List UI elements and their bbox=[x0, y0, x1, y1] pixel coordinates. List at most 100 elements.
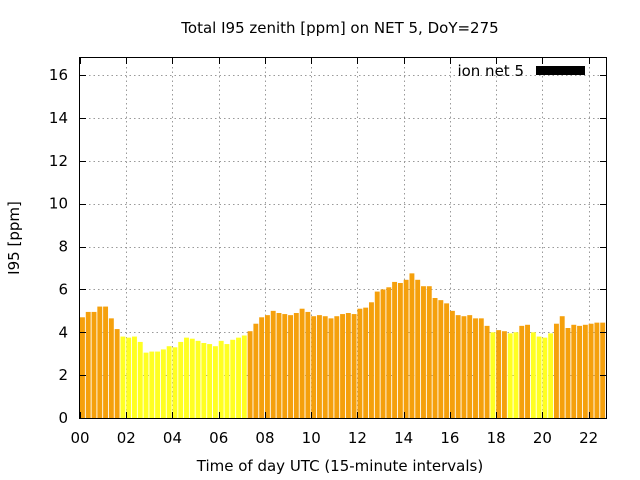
bar bbox=[525, 324, 530, 418]
y-tick-label: 0 bbox=[58, 409, 68, 427]
bar bbox=[582, 324, 588, 418]
bar bbox=[392, 281, 398, 418]
y-tick-label: 10 bbox=[49, 195, 68, 213]
bar bbox=[91, 311, 97, 418]
bar bbox=[305, 311, 311, 418]
x-axis-title: Time of day UTC (15-minute intervals) bbox=[196, 457, 483, 475]
bar bbox=[293, 313, 299, 418]
bar bbox=[403, 279, 409, 418]
bar bbox=[351, 314, 357, 418]
bar bbox=[345, 313, 351, 418]
bar-series bbox=[80, 273, 606, 418]
y-tick-label: 12 bbox=[49, 152, 68, 170]
bar bbox=[473, 318, 478, 418]
x-tick-label: 08 bbox=[255, 429, 274, 447]
bar bbox=[328, 318, 334, 418]
bar bbox=[132, 336, 137, 418]
bar bbox=[184, 337, 189, 418]
bar bbox=[108, 318, 114, 418]
bar bbox=[311, 316, 317, 418]
bar bbox=[172, 347, 178, 418]
bar bbox=[80, 317, 85, 418]
bar bbox=[588, 323, 594, 418]
bar bbox=[189, 338, 195, 418]
bar bbox=[553, 323, 559, 418]
bar bbox=[513, 332, 519, 418]
bar bbox=[253, 323, 259, 418]
bar bbox=[519, 325, 525, 418]
bar bbox=[507, 333, 513, 418]
bar bbox=[126, 337, 132, 418]
bar bbox=[114, 329, 120, 418]
bar bbox=[438, 300, 444, 418]
bar bbox=[316, 315, 322, 418]
bar bbox=[143, 352, 149, 418]
bar bbox=[160, 349, 166, 418]
bar bbox=[236, 337, 241, 418]
bar bbox=[270, 310, 276, 418]
bar bbox=[299, 308, 305, 418]
bar bbox=[501, 331, 507, 418]
x-tick-label: 16 bbox=[440, 429, 459, 447]
bar bbox=[426, 286, 432, 418]
legend-label: ion net 5 bbox=[457, 62, 524, 80]
bar bbox=[149, 351, 155, 418]
bar bbox=[496, 330, 502, 418]
bar bbox=[103, 306, 109, 418]
bar bbox=[259, 317, 265, 418]
x-tick-label: 04 bbox=[163, 429, 182, 447]
bar bbox=[559, 316, 565, 418]
x-tick-label: 00 bbox=[70, 429, 89, 447]
bar bbox=[478, 318, 484, 418]
bar bbox=[421, 286, 426, 418]
y-tick-label: 8 bbox=[58, 238, 68, 256]
bar bbox=[212, 346, 218, 418]
bar bbox=[380, 289, 386, 418]
y-tick-label: 2 bbox=[58, 366, 68, 384]
bar bbox=[241, 335, 247, 418]
x-tick-label: 02 bbox=[117, 429, 136, 447]
bar bbox=[542, 337, 548, 418]
bar bbox=[386, 287, 392, 418]
bar bbox=[594, 322, 600, 418]
bar bbox=[276, 313, 282, 418]
bar bbox=[357, 308, 363, 418]
bar bbox=[97, 306, 103, 418]
bar bbox=[230, 339, 236, 418]
bar bbox=[444, 303, 450, 418]
y-axis-title: I95 [ppm] bbox=[5, 201, 23, 275]
y-tick-label: 16 bbox=[49, 66, 68, 84]
bar bbox=[415, 279, 421, 418]
bar bbox=[536, 336, 542, 418]
bar bbox=[334, 316, 340, 418]
x-tick-label: 06 bbox=[209, 429, 228, 447]
bar bbox=[455, 315, 461, 418]
x-tick-label: 18 bbox=[487, 429, 506, 447]
bar bbox=[565, 328, 571, 418]
x-tick-label: 20 bbox=[533, 429, 552, 447]
bar bbox=[374, 291, 380, 418]
chart-title: Total I95 zenith [ppm] on NET 5, DoY=275 bbox=[180, 19, 498, 37]
bar bbox=[484, 325, 490, 418]
bar bbox=[85, 311, 91, 418]
bar bbox=[178, 341, 184, 418]
bar bbox=[432, 298, 438, 418]
bar bbox=[155, 351, 161, 418]
bar bbox=[571, 324, 577, 418]
bar bbox=[530, 332, 536, 418]
bar bbox=[363, 307, 369, 418]
bar bbox=[288, 315, 293, 418]
bar bbox=[340, 314, 346, 418]
y-tick-label: 6 bbox=[58, 280, 68, 298]
x-tick-label: 22 bbox=[579, 429, 598, 447]
bar bbox=[218, 340, 224, 418]
bar bbox=[449, 310, 455, 418]
bar bbox=[322, 316, 328, 418]
bar bbox=[264, 315, 270, 418]
bar bbox=[137, 341, 143, 418]
bar bbox=[120, 336, 126, 418]
plot-frame bbox=[79, 57, 607, 419]
bar bbox=[201, 343, 207, 418]
